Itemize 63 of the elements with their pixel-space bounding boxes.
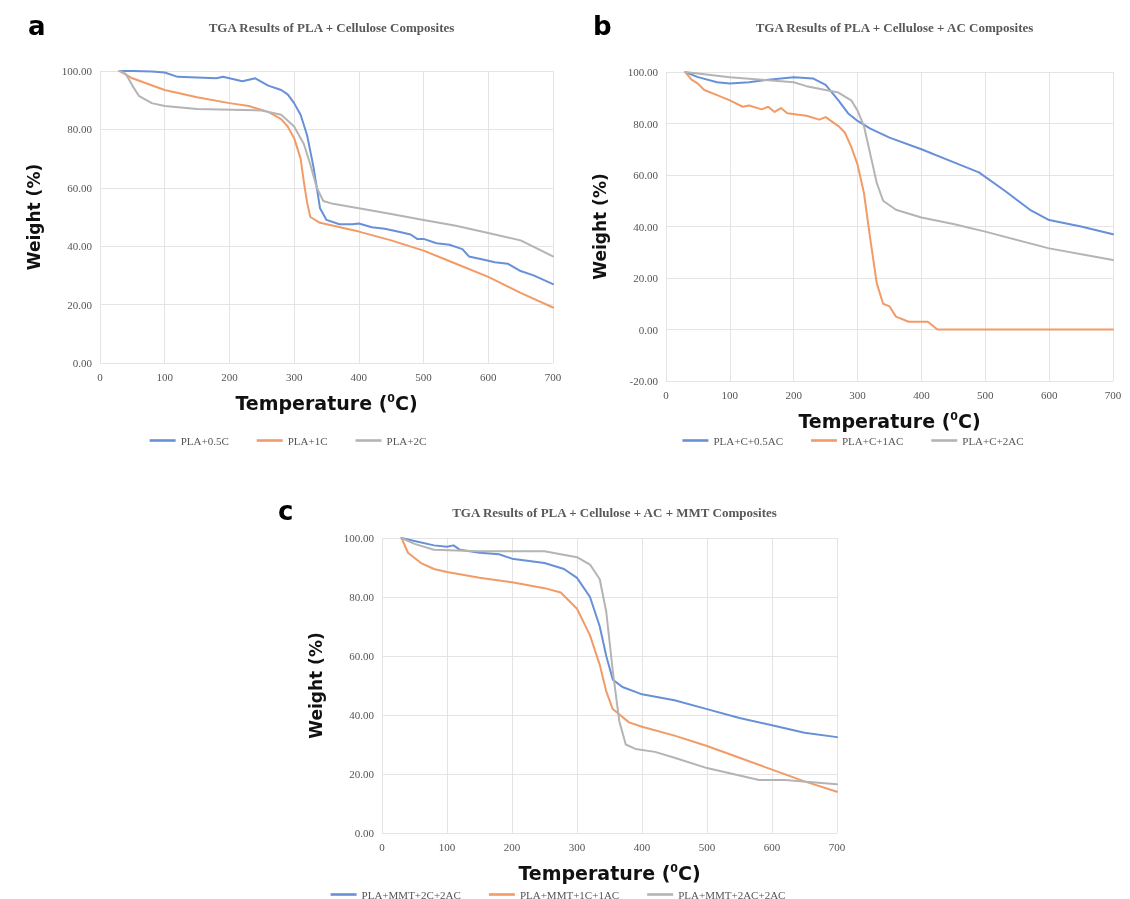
y-tick-label: 60.00 [633,169,659,181]
x-tick-label: 0 [97,370,104,383]
legend-label: PLA+2C [386,434,427,447]
chart-title: TGA Results of PLA + Cellulose + AC + MMT Composites [452,505,777,520]
chart-title: TGA Results of PLA + Cellulose + AC Composites [755,20,1034,35]
x-tick-label: 100 [721,388,739,401]
y-tick-label: 100.00 [627,66,659,78]
text: a [28,11,46,41]
x-tick-label: 300 [849,388,867,401]
x-tick-label: 400 [633,840,651,853]
legend-label: PLA+1C [287,434,328,447]
legend-label: PLA+C+2AC [962,434,1024,447]
y-tick-label: 40.00 [349,709,375,721]
x-tick-label: 400 [350,370,368,383]
y-tick-label: 60.00 [67,181,93,194]
y-tick-label: 0.00 [72,357,93,369]
legend-label: PLA+0.5C [180,434,229,447]
x-tick-label: 200 [503,840,521,853]
y-tick-label: 20.00 [67,298,93,311]
x-tick-label: 100 [156,370,174,383]
x-tick-label: 700 [1104,388,1122,401]
y-tick-label: 80.00 [349,591,375,603]
text: c [278,496,294,526]
y-tick-label: 60.00 [349,650,375,662]
y-tick-label: 80.00 [633,117,659,130]
y-tick-label: 100.00 [343,532,375,544]
y-tick-label: 0.00 [638,323,659,336]
x-tick-label: 500 [977,388,995,401]
legend-label: PLA+C+0.5AC [713,434,783,447]
x-tick-label: 200 [221,370,239,383]
x-tick-label: 500 [698,840,716,853]
y-tick-label: -20.00 [629,375,659,387]
x-tick-label: 0 [379,840,386,853]
legend-label: PLA+MMT+2AC+2AC [678,888,786,899]
x-tick-label: 500 [415,370,433,383]
legend-label: PLA+C+1AC [841,434,904,447]
y-tick-label: 20.00 [349,768,375,780]
x-tick-label: 700 [544,370,562,383]
chart-title: TGA Results of PLA + Cellulose Composites [208,20,455,35]
x-tick-label: 600 [1040,388,1058,401]
x-tick-label: 300 [568,840,586,853]
legend-label: PLA+MMT+1C+1AC [519,888,620,899]
y-tick-label: 40.00 [67,240,93,253]
legend-label: PLA+MMT+2C+2AC [361,888,461,899]
x-tick-label: 0 [663,388,670,401]
y-axis-title: Weight (%) [305,632,326,739]
y-tick-label: 80.00 [67,123,93,136]
y-tick-label: 100.00 [61,65,93,77]
x-tick-label: 200 [785,388,803,401]
y-axis-title: Weight (%) [589,173,610,280]
line-series [400,537,838,739]
x-tick-label: 300 [285,370,303,383]
line-series [684,71,1114,331]
text: b [593,11,612,41]
y-axis-title: Weight (%) [23,163,44,271]
y-tick-label: 40.00 [633,220,659,233]
x-tick-label: 100 [438,840,456,853]
x-tick-label: 400 [913,388,931,401]
x-tick-label: 700 [828,840,846,853]
y-tick-label: 0.00 [354,827,375,839]
x-tick-label: 600 [763,840,781,853]
x-tick-label: 600 [480,370,498,383]
y-tick-label: 20.00 [633,272,659,284]
